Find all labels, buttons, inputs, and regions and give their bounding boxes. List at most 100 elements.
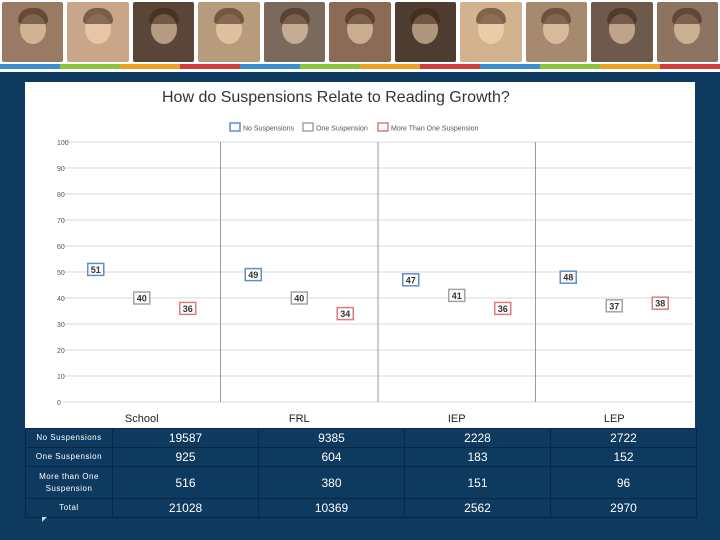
y-tick-label: 30: [57, 322, 65, 329]
stripe-segment: [0, 64, 60, 69]
bar-mark: [290, 291, 308, 305]
data-label: 37: [609, 301, 619, 311]
bar-mark: [651, 296, 669, 310]
student-photo: [132, 2, 195, 62]
stripe-segment: [600, 64, 660, 69]
cell-lep: 2970: [550, 497, 697, 519]
row-label: No Suspensions: [25, 427, 113, 449]
table-row-total: Total 21028 10369 2562 2970: [25, 497, 697, 519]
bar-chart: How do Suspensions Relate to Reading Gro…: [57, 89, 693, 425]
y-tick-label: 0: [57, 400, 61, 407]
cell-school: 19587: [112, 427, 259, 449]
bar-mark: [179, 301, 197, 316]
student-photo: [198, 2, 260, 62]
stripe-segment: [660, 64, 720, 69]
category-labels: School FRL IEP LEP: [125, 413, 625, 425]
student-photo: [329, 2, 391, 62]
cell-frl: 9385: [258, 427, 405, 449]
student-photo: [67, 2, 129, 62]
data-label: 36: [183, 304, 193, 314]
category-label: LEP: [604, 413, 625, 425]
data-label: 40: [137, 294, 147, 304]
bar-mark: [559, 270, 577, 284]
legend-label: No Suspensions: [243, 126, 294, 133]
cell-school: 516: [112, 466, 259, 499]
data-label: 38: [655, 299, 665, 309]
legend-swatch: [229, 122, 241, 132]
legend-label: More Than One Suspension: [391, 126, 479, 133]
bar-marks: [87, 262, 669, 321]
y-tick-label: 40: [57, 296, 65, 303]
y-tick-label: 10: [57, 374, 65, 381]
student-photo: [525, 2, 588, 62]
cell-lep: 2722: [550, 427, 697, 449]
cell-frl: 380: [258, 466, 405, 499]
y-tick-label: 80: [57, 192, 65, 199]
cell-iep: 151: [404, 466, 551, 499]
bar-mark: [87, 262, 105, 277]
cell-iep: 2228: [404, 427, 551, 449]
legend-swatch: [377, 122, 389, 132]
legend-swatch: [302, 122, 314, 132]
table-row-more-than-one: More than One Suspension 516 380 151 96: [25, 466, 697, 499]
category-label: FRL: [289, 413, 310, 425]
data-label: 40: [294, 294, 304, 304]
cell-lep: 152: [550, 447, 697, 468]
photo-banner: [0, 0, 720, 72]
student-photo: [591, 2, 653, 62]
legend: No Suspensions One Suspension More Than On…: [229, 122, 479, 133]
bar-mark: [402, 273, 420, 287]
cell-frl: 10369: [258, 497, 405, 519]
stripe-segment: [540, 64, 600, 69]
row-label: Total: [25, 497, 113, 519]
table-row-no-suspensions: No Suspensions 19587 9385 2228 2722: [25, 427, 697, 449]
y-axis-ticks: 0 10 20 30 40 50 60 70 80 90 100: [57, 140, 69, 407]
y-tick-label: 100: [57, 140, 69, 147]
student-photo: [263, 2, 326, 62]
student-photo: [394, 2, 457, 62]
photo-hair-shape: [541, 8, 572, 24]
category-label: IEP: [448, 413, 466, 425]
stripe-segment: [240, 64, 300, 69]
photo-hair-shape: [17, 8, 48, 24]
bar-mark: [448, 288, 466, 303]
legend-label: One Suspension: [316, 126, 368, 133]
student-photo: [656, 2, 718, 62]
table-row-one-suspension: One Suspension 925 604 183 152: [25, 447, 697, 468]
photo-hair-shape: [279, 8, 310, 24]
category-label: School: [125, 413, 159, 425]
stripe-segment: [420, 64, 480, 69]
data-labels: 51 40 36 49 40 34 47 41 36 48 37 38: [91, 265, 666, 319]
photo-hair-shape: [672, 8, 703, 24]
color-stripe: [0, 64, 720, 69]
cell-lep: 96: [550, 466, 697, 499]
y-tick-label: 90: [57, 166, 65, 173]
slide-corner-mark: [42, 517, 47, 522]
row-label: More than One Suspension: [25, 466, 113, 499]
data-label: 47: [406, 275, 416, 285]
data-label: 49: [248, 270, 258, 280]
photo-hair-shape: [475, 8, 506, 24]
data-label: 41: [452, 291, 462, 301]
cell-school: 21028: [112, 497, 259, 519]
bar-mark: [494, 301, 512, 316]
data-label: 48: [563, 273, 573, 283]
bar-mark: [244, 267, 262, 282]
bar-mark: [605, 299, 623, 313]
photo-hair-shape: [410, 8, 441, 24]
counts-table: No Suspensions 19587 9385 2228 2722 One …: [25, 427, 697, 519]
photo-hair-shape: [148, 8, 179, 24]
stripe-segment: [480, 64, 540, 69]
chart-title: How do Suspensions Relate to Reading Gro…: [162, 89, 510, 106]
row-label: One Suspension: [25, 447, 113, 468]
photo-hair-shape: [83, 8, 114, 24]
stripe-segment: [300, 64, 360, 69]
cell-frl: 604: [258, 447, 405, 468]
cell-iep: 2562: [404, 497, 551, 519]
data-label: 34: [340, 309, 350, 319]
cell-iep: 183: [404, 447, 551, 468]
stripe-segment: [180, 64, 240, 69]
chart-panel: How do Suspensions Relate to Reading Gro…: [25, 82, 695, 428]
photo-hair-shape: [606, 8, 637, 24]
student-photo: [460, 2, 522, 62]
